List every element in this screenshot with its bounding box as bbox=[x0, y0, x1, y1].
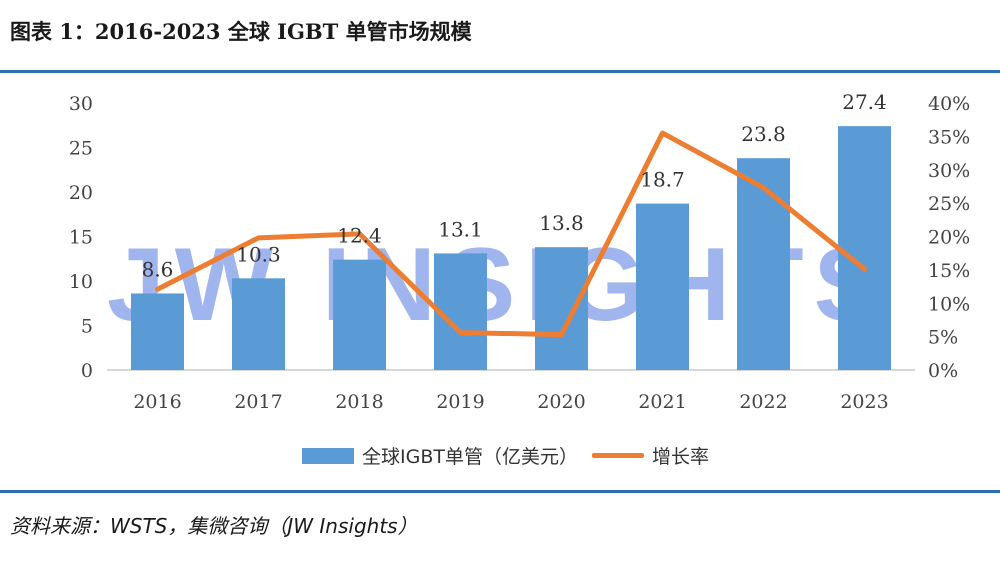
x-tick-label: 2016 bbox=[133, 391, 181, 413]
bar-value-label: 10.3 bbox=[236, 242, 281, 266]
y-right-tick-label: 0% bbox=[928, 360, 958, 382]
bar bbox=[737, 158, 790, 370]
y-right-tick-label: 15% bbox=[928, 260, 970, 282]
x-tick-label: 2019 bbox=[436, 391, 484, 413]
y-left-tick-label: 25 bbox=[69, 138, 93, 160]
legend-item-line: 增长率 bbox=[591, 442, 709, 469]
x-tick-label: 2023 bbox=[840, 391, 888, 413]
bar bbox=[838, 126, 891, 370]
x-tick-label: 2021 bbox=[638, 391, 686, 413]
y-right-tick-label: 10% bbox=[928, 293, 970, 315]
x-tick-label: 2018 bbox=[335, 391, 383, 413]
y-left-tick-label: 20 bbox=[69, 182, 93, 204]
bar-value-label: 18.7 bbox=[640, 168, 685, 192]
y-right-tick-label: 40% bbox=[928, 93, 970, 115]
line-series bbox=[155, 130, 867, 338]
data-labels: 8.6 10.3 12.4 13.1 13.8 18.7 23.8 27.4 bbox=[142, 90, 887, 281]
combo-chart: JW INSIGHTS 0510152025300%5%10%15%20%25%… bbox=[69, 90, 970, 413]
bar-value-label: 27.4 bbox=[842, 90, 887, 114]
y-right-tick-label: 30% bbox=[928, 160, 970, 182]
legend-item-bar: 全球IGBT单管（亿美元） bbox=[302, 442, 578, 469]
growth-line bbox=[155, 130, 867, 338]
top-divider bbox=[0, 70, 1000, 73]
legend-swatch-line bbox=[591, 453, 644, 458]
bar bbox=[232, 278, 285, 370]
legend-swatch-bar bbox=[302, 447, 354, 464]
bar bbox=[333, 259, 386, 370]
x-tick-label: 2020 bbox=[537, 391, 585, 413]
x-tick-label: 2022 bbox=[739, 391, 787, 413]
y-left-tick-label: 10 bbox=[69, 271, 93, 293]
y-left-tick-label: 5 bbox=[81, 316, 93, 338]
legend-label-bar: 全球IGBT单管（亿美元） bbox=[362, 446, 578, 468]
source-note: 资料来源：WSTS，集微咨询（JW Insights） bbox=[10, 514, 418, 538]
bar-value-label: 13.1 bbox=[438, 217, 483, 241]
bar-value-label: 8.6 bbox=[142, 257, 174, 281]
bar bbox=[434, 253, 487, 370]
y-left-tick-label: 30 bbox=[69, 93, 93, 115]
bar-value-label: 23.8 bbox=[741, 122, 786, 146]
bar-series bbox=[131, 126, 891, 370]
bar bbox=[131, 293, 184, 370]
y-right-tick-label: 5% bbox=[928, 327, 958, 349]
bar-value-label: 13.8 bbox=[539, 211, 584, 235]
legend: 全球IGBT单管（亿美元） 增长率 bbox=[302, 442, 709, 469]
y-left-tick-label: 15 bbox=[69, 227, 93, 249]
y-right-tick-label: 25% bbox=[928, 193, 970, 215]
bar bbox=[535, 247, 588, 370]
legend-label-line: 增长率 bbox=[651, 446, 709, 468]
bar bbox=[636, 203, 689, 370]
y-left-tick-label: 0 bbox=[81, 360, 93, 382]
bar-value-label: 12.4 bbox=[337, 224, 382, 248]
bottom-divider bbox=[0, 490, 1000, 493]
axes: 0 5 10 15 20 25 30 0% 5% 10% 15% 20% 25% 30% 35% 40% 201… bbox=[69, 93, 970, 413]
x-tick-label: 2017 bbox=[234, 391, 282, 413]
y-right-tick-label: 20% bbox=[928, 227, 970, 249]
figure-title: 图表 1：2016-2023 全球 IGBT 单管市场规模 bbox=[10, 19, 472, 44]
y-right-tick-label: 35% bbox=[928, 126, 970, 148]
